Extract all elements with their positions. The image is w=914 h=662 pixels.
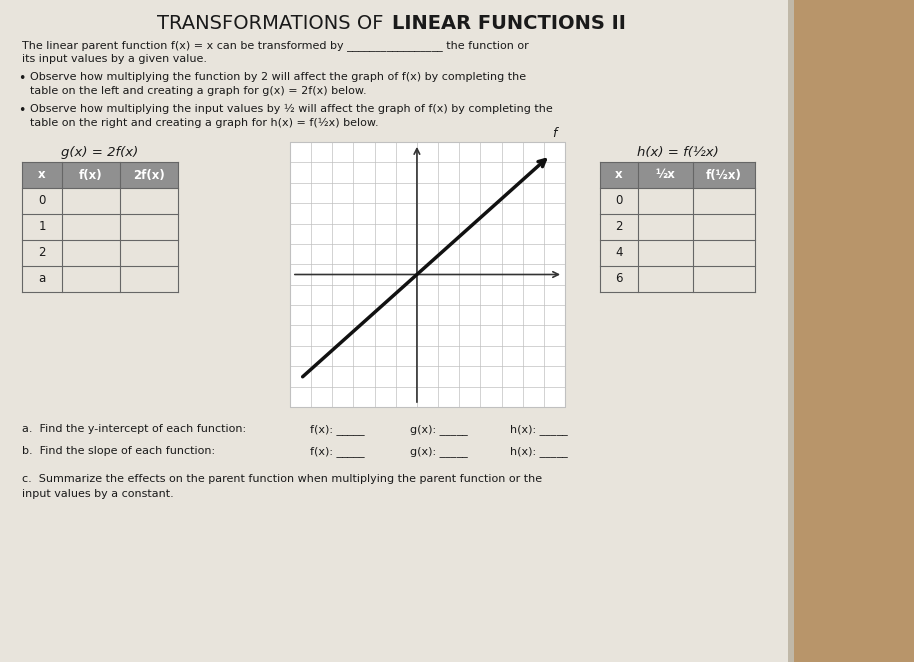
- Text: The linear parent function f(x) = x can be transformed by _________________ the : The linear parent function f(x) = x can …: [22, 40, 529, 51]
- Text: f: f: [552, 127, 557, 140]
- Bar: [600, 162, 755, 188]
- Text: Observe how multiplying the input values by ½ will affect the graph of f(x) by c: Observe how multiplying the input values…: [30, 104, 553, 114]
- Text: 2: 2: [615, 220, 622, 234]
- Text: g(x): _____: g(x): _____: [410, 446, 468, 457]
- Text: 1: 1: [38, 220, 46, 234]
- Text: table on the left and creating a graph for g(x) = 2f(x) below.: table on the left and creating a graph f…: [30, 86, 367, 96]
- Text: g(x): _____: g(x): _____: [410, 424, 468, 435]
- Text: LINEAR FUNCTIONS II: LINEAR FUNCTIONS II: [392, 14, 626, 33]
- Text: 4: 4: [615, 246, 622, 260]
- Text: •: •: [18, 104, 26, 117]
- Text: c.  Summarize the effects on the parent function when multiplying the parent fun: c. Summarize the effects on the parent f…: [22, 474, 542, 484]
- Bar: [0, 0, 790, 662]
- Text: g(x) = 2f(x): g(x) = 2f(x): [61, 146, 139, 159]
- Text: 2f(x): 2f(x): [133, 169, 165, 181]
- Text: b.  Find the slope of each function:: b. Find the slope of each function:: [22, 446, 215, 456]
- Text: •: •: [18, 72, 26, 85]
- Bar: [788, 0, 794, 662]
- Bar: [290, 142, 565, 407]
- Text: f(x): _____: f(x): _____: [310, 446, 365, 457]
- Text: 0: 0: [615, 195, 622, 207]
- Bar: [22, 162, 178, 188]
- Text: 0: 0: [38, 195, 46, 207]
- Text: 2: 2: [38, 246, 46, 260]
- Text: h(x): _____: h(x): _____: [510, 446, 568, 457]
- Text: x: x: [615, 169, 622, 181]
- Text: TRANSFORMATIONS OF: TRANSFORMATIONS OF: [157, 14, 390, 33]
- Text: a.  Find the y-intercept of each function:: a. Find the y-intercept of each function…: [22, 424, 246, 434]
- Text: 6: 6: [615, 273, 622, 285]
- Text: input values by a constant.: input values by a constant.: [22, 489, 174, 499]
- Text: x: x: [38, 169, 46, 181]
- Text: f(x): _____: f(x): _____: [310, 424, 365, 435]
- Text: f(½x): f(½x): [706, 169, 742, 181]
- Text: h(x) = f(½x): h(x) = f(½x): [637, 146, 718, 159]
- Text: a: a: [38, 273, 46, 285]
- Text: table on the right and creating a graph for h(x) = f(½x) below.: table on the right and creating a graph …: [30, 118, 378, 128]
- Text: its input values by a given value.: its input values by a given value.: [22, 54, 207, 64]
- Text: Observe how multiplying the function by 2 will affect the graph of f(x) by compl: Observe how multiplying the function by …: [30, 72, 526, 82]
- Text: f(x): f(x): [80, 169, 102, 181]
- Text: ½x: ½x: [655, 169, 675, 181]
- Text: h(x): _____: h(x): _____: [510, 424, 568, 435]
